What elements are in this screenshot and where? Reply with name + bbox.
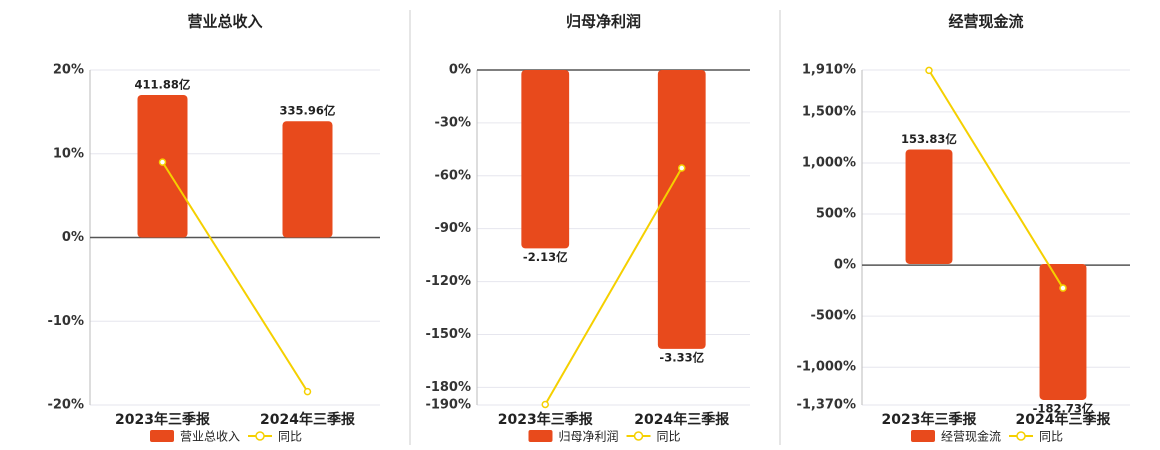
line-marker: [541, 400, 549, 409]
line-marker: [303, 387, 312, 396]
value-label: 335.96亿: [280, 104, 336, 118]
x-tick-label: 2024年三季报: [260, 411, 355, 428]
y-tick-label: 500%: [816, 207, 856, 222]
y-tick-label: -120%: [425, 274, 471, 289]
y-tick-label: 0%: [834, 258, 856, 273]
legend-label: 归母净利润: [559, 430, 619, 444]
line-marker: [158, 158, 167, 166]
x-tick-label: 2023年三季报: [498, 411, 593, 428]
y-tick-label: 20%: [53, 63, 84, 78]
value-label: 153.83亿: [901, 132, 957, 146]
y-tick-label: -20%: [47, 398, 84, 413]
x-tick-label: 2023年三季报: [115, 411, 210, 428]
legend-swatch: [528, 430, 553, 442]
x-tick-label: 2024年三季报: [1016, 411, 1111, 428]
legend-swatch: [633, 431, 644, 441]
y-tick-label: -90%: [434, 221, 471, 236]
chart-title: 经营现金流: [948, 13, 1023, 31]
line: [161, 161, 309, 393]
value-label: -3.33亿: [659, 350, 704, 364]
legend-swatch: [1016, 431, 1026, 441]
y-tick-label: -500%: [810, 309, 856, 324]
y-tick-label: 1,500%: [802, 104, 856, 119]
legend-label: 营业总收入: [180, 430, 240, 444]
y-tick-label: -180%: [425, 380, 471, 395]
bar: [521, 70, 570, 249]
legend-label: 经营现金流: [941, 429, 1001, 444]
line: [928, 69, 1064, 289]
value-label: -2.13亿: [523, 250, 568, 264]
bar: [282, 121, 333, 238]
legend-label: 同比: [278, 430, 302, 444]
y-tick-label: -150%: [425, 327, 471, 342]
value-label: 411.88亿: [135, 77, 191, 91]
y-tick-label: 0%: [449, 63, 471, 78]
bar: [137, 94, 188, 238]
y-tick-label: 10%: [53, 146, 84, 161]
y-tick-label: 0%: [62, 230, 84, 245]
y-tick-label: -1,000%: [796, 360, 856, 375]
y-tick-label: 1,000%: [802, 155, 856, 170]
legend-swatch: [911, 430, 935, 442]
line-marker: [678, 164, 686, 172]
bar: [657, 70, 706, 349]
line-marker: [925, 66, 933, 75]
y-tick-label: -10%: [47, 314, 84, 329]
x-tick-label: 2024年三季报: [634, 411, 729, 428]
chart-title: 营业总收入: [187, 13, 262, 31]
y-tick-label: -190%: [425, 398, 471, 413]
legend-label: 同比: [1039, 430, 1063, 444]
y-tick-label: -60%: [434, 168, 471, 183]
y-tick-label: -1,370%: [796, 398, 856, 413]
legend-label: 同比: [657, 430, 681, 444]
legend-swatch: [255, 431, 265, 441]
line-marker: [1059, 284, 1067, 292]
x-tick-label: 2023年三季报: [882, 411, 977, 428]
value-label: -182.73亿: [1033, 401, 1094, 415]
chart-title: 归母净利润: [566, 13, 641, 31]
bar: [905, 149, 953, 264]
line: [544, 167, 683, 405]
y-tick-label: 1,910%: [802, 63, 856, 78]
legend-swatch: [150, 430, 174, 442]
bar: [1039, 263, 1087, 400]
y-tick-label: -30%: [434, 115, 471, 130]
